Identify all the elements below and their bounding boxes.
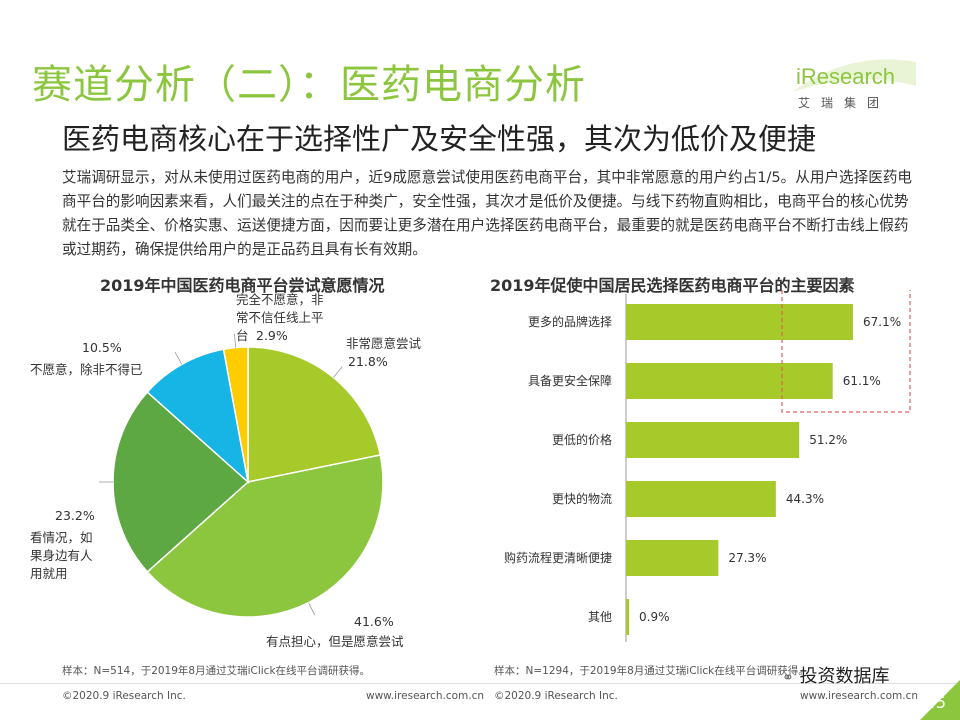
bar-source-note: 样本：N=1294，于2019年8月通过艾瑞iClick在线平台调研获得。: [494, 665, 809, 677]
pie-value-label: 2.9%: [256, 328, 288, 343]
pie-slice-label: 台: [236, 328, 249, 343]
pie-value-label: 21.8%: [348, 354, 388, 369]
bar-category-label: 具备更安全保障: [528, 373, 612, 388]
pie-slice-label: 果身边有人: [30, 548, 93, 563]
pie-value-label: 10.5%: [82, 340, 122, 355]
highlight-dashed-box: [781, 290, 911, 413]
corner-decoration: [920, 680, 960, 720]
pie-leader-line: [308, 602, 316, 616]
bar-category-label: 更快的物流: [552, 491, 612, 506]
bar-value-label: 51.2%: [809, 433, 847, 447]
pie-slice: [146, 454, 384, 618]
bar-rect: [626, 363, 833, 399]
bar-category-label: 更多的品牌选择: [528, 314, 612, 329]
logo-wordmark: iResearch: [796, 64, 896, 89]
bar-rect: [626, 540, 719, 576]
bar-rect: [626, 422, 800, 458]
pie-slice: [247, 346, 382, 483]
pie-slice: [112, 391, 250, 573]
bar-value-label: 44.3%: [786, 492, 824, 506]
pie-slice-label: 完全不愿意，非: [236, 292, 324, 307]
page-number: 45: [925, 693, 946, 712]
pie-slice-label: 看情况，如: [30, 530, 93, 545]
bar-category-label: 其他: [588, 610, 612, 624]
pie-slice-label: 非常愿意尝试: [346, 336, 422, 351]
iresearch-logo: iResearch 艾瑞集团: [790, 56, 920, 116]
footer-url-left: www.iresearch.com.cn: [366, 690, 485, 702]
bar-rect: [626, 599, 630, 635]
pie-value-label: 41.6%: [354, 614, 394, 629]
bar-rect: [626, 481, 776, 517]
logo-swoosh-icon: [792, 59, 916, 92]
page-title: 赛道分析（二）：医药电商分析: [32, 62, 586, 108]
bar-value-label: 67.1%: [863, 315, 901, 329]
pie-chart: 非常愿意尝试 21.8% 有点担心，但是愿意尝试 41.6% 看情况，如果身边有人用就用…: [30, 292, 422, 649]
pie-value-label: 23.2%: [55, 508, 95, 523]
pie-chart-title: 2019年中国医药电商平台尝试意愿情况: [100, 276, 385, 295]
pie-slice-label: 常不信任线上平: [236, 310, 324, 325]
bar-chart-title: 2019年促使中国居民选择医药电商平台的主要因素: [490, 276, 855, 295]
wechat-icon: ⚭: [782, 670, 794, 686]
pie-leader-line: [234, 333, 237, 348]
footer-copyright-left: ©2020.9 iResearch Inc.: [62, 690, 186, 702]
pie-leader-line: [333, 366, 343, 378]
bar-category-label: 更低的价格: [552, 432, 612, 447]
bar-rect: [626, 304, 853, 340]
pie-slice-label: 有点担心，但是愿意尝试: [266, 634, 404, 649]
footer-copyright-right: ©2020.9 iResearch Inc.: [494, 690, 618, 702]
bar-value-label: 27.3%: [728, 551, 766, 565]
page-subtitle: 医药电商核心在于选择性广及安全性强，其次为低价及便捷: [62, 122, 817, 156]
bar-value-label: 61.1%: [843, 374, 881, 388]
pie-slice-label: 不愿意，除非不得已: [30, 362, 143, 377]
bar-value-label: 0.9%: [639, 610, 670, 624]
footer-divider: [0, 683, 960, 684]
bar-chart: 更多的品牌选择 67.1% 具备更安全保障 61.1% 更低的价格 51.2% 更快的物流 4…: [504, 290, 911, 642]
intro-paragraph: 艾瑞调研显示，对从未使用过医药电商的用户，近9成愿意尝试使用医药电商平台，其中非…: [62, 169, 913, 258]
pie-leader-line: [174, 351, 183, 365]
footer-url-right: www.iresearch.com.cn: [800, 690, 919, 702]
bar-category-label: 购药流程更清晰便捷: [504, 550, 612, 565]
pie-source-note: 样本：N=514，于2019年8月通过艾瑞iClick在线平台调研获得。: [62, 665, 371, 677]
logo-cn-text: 艾瑞集团: [798, 96, 891, 110]
watermark-text: 投资数据库: [799, 666, 890, 687]
watermark: ⚭ 投资数据库: [782, 662, 889, 688]
pie-slice-label: 用就用: [30, 566, 68, 581]
